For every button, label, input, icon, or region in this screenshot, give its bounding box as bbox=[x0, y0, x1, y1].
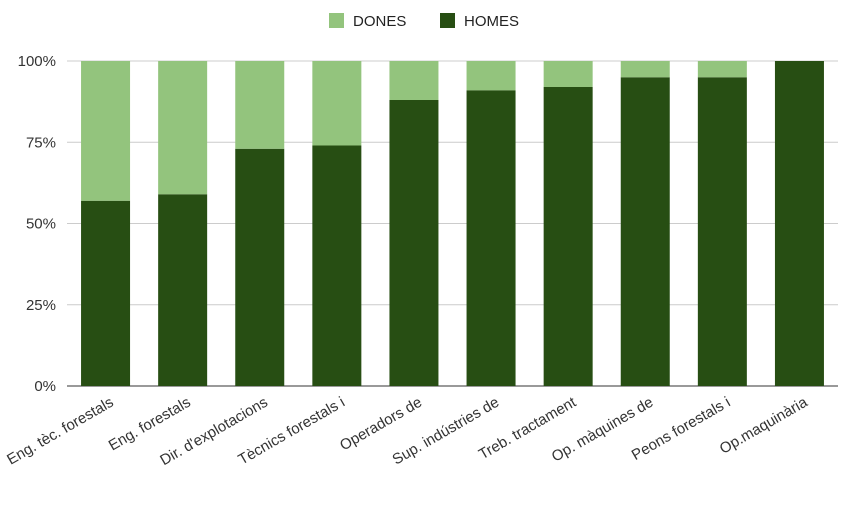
bar-homes bbox=[697, 77, 747, 386]
bars bbox=[81, 61, 824, 386]
bar-homes bbox=[312, 145, 362, 386]
y-tick-label: 25% bbox=[26, 297, 56, 314]
y-tick-label: 100% bbox=[18, 53, 56, 70]
bar-dones bbox=[543, 61, 593, 87]
legend-swatch-dones bbox=[329, 13, 344, 28]
y-tick-label: 0% bbox=[34, 378, 56, 395]
bar-homes bbox=[81, 200, 131, 386]
y-axis: 0% 25% 50% 75% 100% bbox=[18, 53, 56, 395]
bar-dones bbox=[389, 61, 439, 100]
legend-label-homes: HOMES bbox=[464, 13, 519, 30]
bar-homes bbox=[543, 87, 593, 386]
bar-dones bbox=[697, 61, 747, 78]
y-tick-label: 50% bbox=[26, 216, 56, 233]
bar-dones bbox=[235, 61, 285, 149]
bar-dones bbox=[620, 61, 670, 78]
x-tick-label: Eng. tèc. forestals bbox=[4, 394, 116, 469]
bar-homes bbox=[158, 194, 208, 386]
bar-dones bbox=[312, 61, 362, 146]
bar-dones bbox=[81, 61, 131, 201]
legend: DONES HOMES bbox=[329, 13, 519, 30]
bar-homes bbox=[620, 77, 670, 386]
bar-dones bbox=[158, 61, 208, 195]
bar-homes bbox=[235, 148, 285, 386]
bar-homes bbox=[389, 100, 439, 386]
bar-dones bbox=[466, 61, 516, 91]
legend-swatch-homes bbox=[440, 13, 455, 28]
legend-label-dones: DONES bbox=[353, 13, 406, 30]
bar-homes bbox=[774, 61, 824, 386]
y-tick-label: 75% bbox=[26, 134, 56, 151]
x-tick-label: Op.maquinària bbox=[717, 393, 811, 457]
bar-homes bbox=[466, 90, 516, 386]
